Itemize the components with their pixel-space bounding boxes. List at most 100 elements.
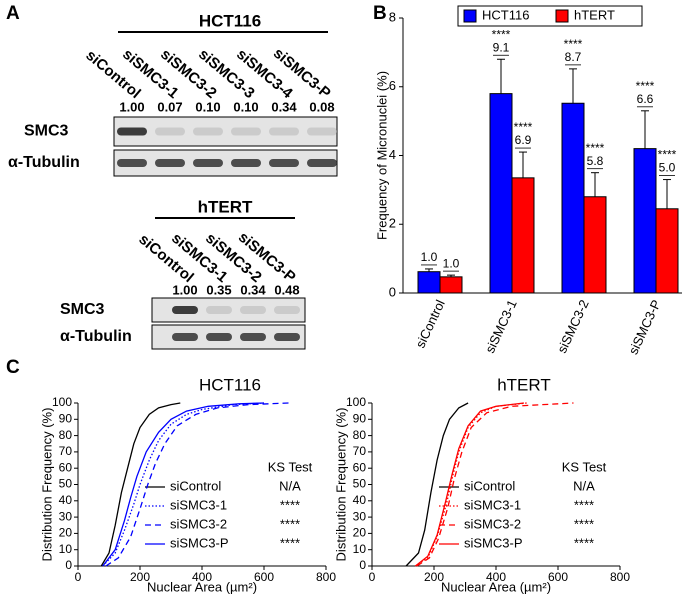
x-tick-label: 600 xyxy=(548,570,568,584)
blot-frame xyxy=(113,149,338,177)
legend-title: KS Test xyxy=(562,459,607,474)
fold-label: 5.0 xyxy=(659,161,676,175)
quantification: 0.10 xyxy=(195,99,220,114)
x-tick-label: 200 xyxy=(424,570,444,584)
blot-title: hTERT xyxy=(198,197,253,216)
y-tick-label: 10 xyxy=(59,542,73,556)
legend-box xyxy=(457,5,643,27)
y-tick-label: 0 xyxy=(389,284,396,299)
y-tick-label: 8 xyxy=(389,9,396,24)
fold-label: 6.6 xyxy=(637,92,654,106)
x-tick-label: siSMC3-2 xyxy=(554,297,592,355)
legend-title: KS Test xyxy=(268,459,313,474)
x-axis-label: Nuclear Area (µm²) xyxy=(441,579,551,594)
y-tick-label: 0 xyxy=(359,558,366,572)
y-tick-label: 40 xyxy=(59,493,73,507)
band xyxy=(274,306,300,314)
quantification: 0.48 xyxy=(274,282,299,297)
x-tick-label: 400 xyxy=(486,570,506,584)
legend-label: siSMC3-1 xyxy=(170,497,227,512)
ks-result: **** xyxy=(280,497,300,512)
legend-swatch xyxy=(463,9,477,23)
quantification: 0.07 xyxy=(157,99,182,114)
x-tick-label: 0 xyxy=(369,570,376,584)
band xyxy=(172,333,198,341)
legend-label: hTERT xyxy=(574,7,615,22)
band xyxy=(307,127,337,136)
x-tick-label: 400 xyxy=(192,570,212,584)
band xyxy=(117,127,147,136)
y-tick-label: 20 xyxy=(353,526,367,540)
quantification: 0.34 xyxy=(240,282,266,297)
blot-title: HCT116 xyxy=(199,11,261,30)
quantification: 0.08 xyxy=(309,99,334,114)
band xyxy=(206,333,232,341)
y-axis-label: Frequency of Micronuclei (%) xyxy=(374,71,389,240)
fold-label: 5.8 xyxy=(587,154,604,168)
chart-title: HCT116 xyxy=(199,375,261,394)
cdf-line xyxy=(416,402,574,567)
y-tick-label: 30 xyxy=(353,509,367,523)
significance: **** xyxy=(492,27,511,41)
bar xyxy=(633,148,657,294)
legend-label: siSMC3-P xyxy=(170,535,229,550)
x-axis-label: Nuclear Area (µm²) xyxy=(147,579,257,594)
legend-label: HCT116 xyxy=(482,7,529,22)
band xyxy=(206,306,232,314)
y-tick-label: 6 xyxy=(389,78,396,93)
ks-result: **** xyxy=(574,535,594,550)
x-tick-label: siSMC3-P xyxy=(626,297,664,356)
cdf-line xyxy=(102,402,265,567)
band xyxy=(274,333,300,341)
ks-result: **** xyxy=(574,497,594,512)
blot-frame xyxy=(113,116,338,147)
legend-label: siSMC3-P xyxy=(464,535,523,550)
y-tick-label: 50 xyxy=(353,477,367,491)
band xyxy=(193,159,223,167)
y-tick-label: 80 xyxy=(59,428,73,442)
band xyxy=(269,159,299,167)
x-tick-label: 800 xyxy=(610,570,630,584)
y-tick-label: 50 xyxy=(59,477,73,491)
band xyxy=(172,306,198,314)
band xyxy=(240,306,266,314)
significance: **** xyxy=(658,148,677,162)
significance: **** xyxy=(636,79,655,93)
y-tick-label: 30 xyxy=(59,509,73,523)
band xyxy=(117,159,147,167)
legend-label: siSMC3-2 xyxy=(464,516,521,531)
fold-label: 1.0 xyxy=(443,256,460,270)
panel-label: A xyxy=(6,3,20,24)
blot-row-label: SMC3 xyxy=(24,123,69,140)
fold-label: 9.1 xyxy=(493,40,510,54)
quantification: 0.35 xyxy=(206,282,231,297)
cdf-line xyxy=(405,402,469,567)
y-tick-label: 90 xyxy=(353,411,367,425)
band xyxy=(193,127,223,136)
y-axis-label: Distribution Frequency (%) xyxy=(39,408,54,562)
cdf-line xyxy=(100,402,181,567)
band xyxy=(240,333,266,341)
bar xyxy=(439,276,463,294)
bar xyxy=(655,208,679,294)
y-tick-label: 70 xyxy=(59,444,73,458)
band xyxy=(155,127,185,136)
band xyxy=(155,159,185,167)
x-tick-label: 200 xyxy=(130,570,150,584)
panel-label: C xyxy=(6,357,20,378)
ks-result: N/A xyxy=(573,478,595,493)
fold-label: 8.7 xyxy=(565,50,582,64)
y-tick-label: 60 xyxy=(353,460,367,474)
band xyxy=(269,127,299,136)
y-tick-label: 60 xyxy=(59,460,73,474)
quantification: 0.34 xyxy=(271,99,297,114)
band xyxy=(307,159,337,167)
y-axis-label: Distribution Frequency (%) xyxy=(333,408,348,562)
ks-result: **** xyxy=(574,516,594,531)
blot-row-label: SMC3 xyxy=(60,301,105,318)
bar xyxy=(511,177,535,294)
y-tick-label: 20 xyxy=(59,526,73,540)
y-tick-label: 40 xyxy=(353,493,367,507)
cdf-line xyxy=(105,402,289,567)
